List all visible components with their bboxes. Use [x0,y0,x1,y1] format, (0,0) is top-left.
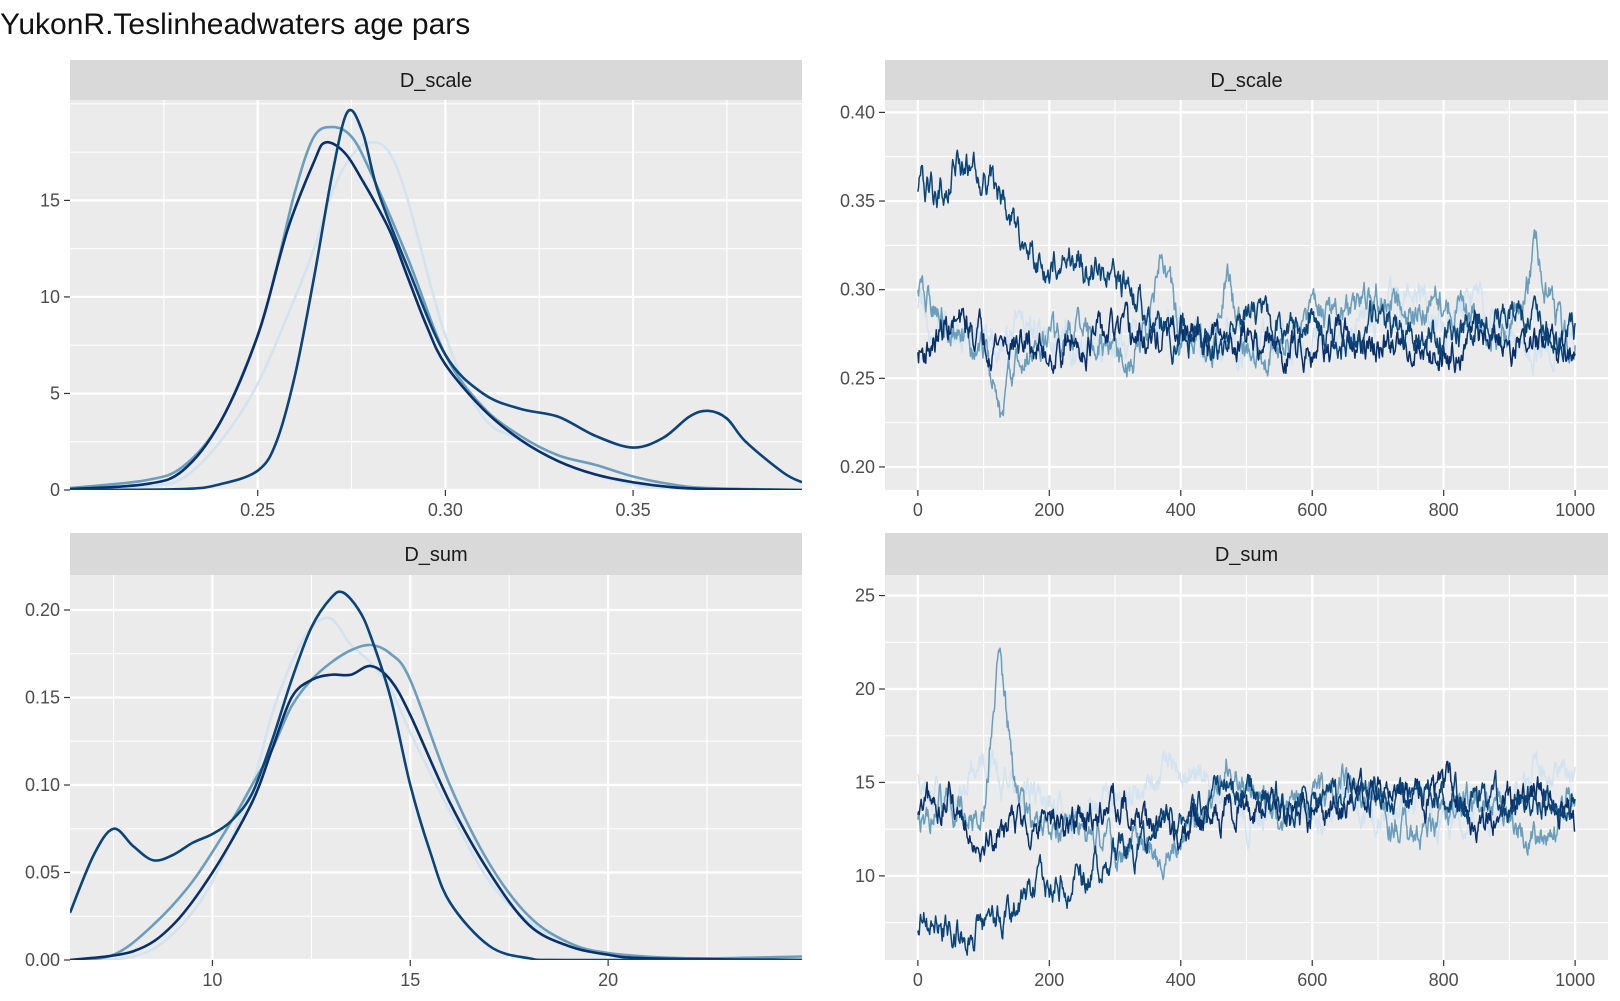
series-group [917,647,1576,956]
strip-background [885,533,1608,575]
y-tick-label: 0.35 [840,191,875,211]
panel-4: D_sum 0 200 400 600 800 1000 10 15 20 25 [855,533,1608,990]
y-tick-label: 15 [40,190,60,210]
y-tick-label: 0.25 [840,368,875,388]
y-tick-label: 25 [855,586,875,606]
trace-line-chain-1 [917,760,1576,863]
density-line-chain-2 [70,108,802,490]
y-tick-label: 5 [50,383,60,403]
strip-label: D_scale [1210,70,1282,92]
x-tick-label: 0 [913,970,923,990]
y-tick-label: 0.30 [840,280,875,300]
x-tick-label: 400 [1166,970,1196,990]
trace-line-chain-4 [917,749,1576,850]
density-line-chain-3 [70,643,802,960]
density-line-chain-2 [70,590,802,960]
panel-3: D_sum 10 15 20 0.00 0.05 0.10 0.15 0.20 [25,533,802,990]
panel-background [70,575,802,960]
x-tick-label: 1000 [1555,970,1595,990]
strip-background [885,60,1608,100]
x-tick-label: 0.35 [616,500,651,520]
x-tick-label: 200 [1034,500,1064,520]
x-tick-label: 800 [1429,500,1459,520]
strip-label: D_sum [1215,544,1278,566]
x-tick-label: 10 [202,970,222,990]
series-group [70,108,802,490]
x-tick-label: 0.30 [428,500,463,520]
series-group [70,590,802,960]
x-tick-label: 15 [400,970,420,990]
x-tick-label: 20 [598,970,618,990]
y-tick-label: 0.20 [25,600,60,620]
strip-label: D_scale [400,70,472,92]
strip-background [70,533,802,575]
trace-line-chain-2 [917,149,1576,365]
x-tick-label: 1000 [1555,500,1595,520]
y-tick-label: 0.10 [25,775,60,795]
x-tick-label: 800 [1429,970,1459,990]
x-tick-label: 0 [913,500,923,520]
y-tick-label: 15 [855,772,875,792]
page-title: YukonR.Teslinheadwaters age pars [0,8,471,41]
panel-2: D_scale 0 200 400 600 800 1000 0.20 0.25 0.30 0.35… [840,60,1608,520]
panel-background [70,100,802,490]
density-line-chain-1 [70,140,802,490]
grid [70,575,802,962]
strip-label: D_sum [404,544,467,566]
trace-line-chain-2 [917,769,1576,956]
y-tick-label: 20 [855,679,875,699]
x-tick-label: 600 [1297,970,1327,990]
panel-1: D_scale 0.25 0.30 0.35 0 5 10 15 [40,60,802,520]
y-tick-label: 10 [40,287,60,307]
x-tick-label: 200 [1034,970,1064,990]
y-tick-label: 0.20 [840,457,875,477]
y-tick-label: 0.05 [25,863,60,883]
y-tick-label: 0.40 [840,102,875,122]
x-tick-label: 400 [1166,500,1196,520]
strip-background [70,60,802,100]
grid [885,575,1608,960]
trace-line-chain-1 [917,301,1576,375]
y-tick-label: 10 [855,866,875,886]
density-line-chain-1 [70,664,802,960]
trace-line-chain-3 [917,229,1576,418]
x-tick-label: 600 [1297,500,1327,520]
y-tick-label: 0.15 [25,688,60,708]
y-tick-label: 0.00 [25,950,60,970]
y-tick-label: 0 [50,480,60,500]
series-group [917,149,1576,418]
x-tick-label: 0.25 [240,500,275,520]
